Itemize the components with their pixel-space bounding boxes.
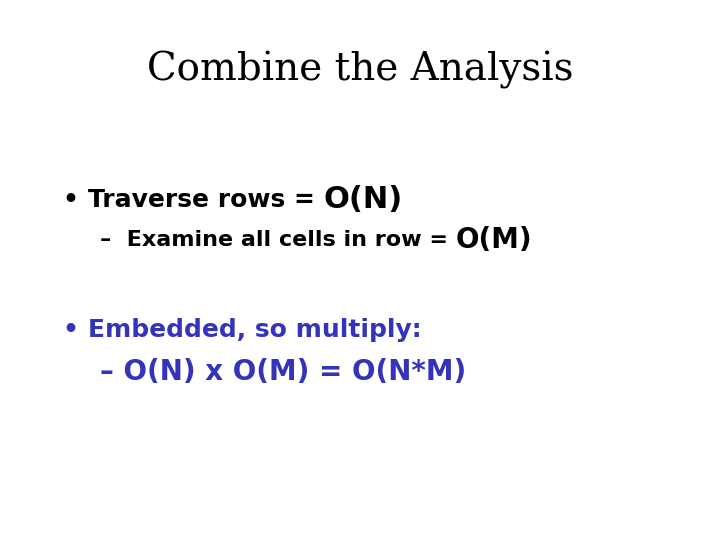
Text: O(M): O(M) [456, 226, 532, 254]
Text: –  Examine all cells in row =: – Examine all cells in row = [100, 230, 456, 250]
Text: •: • [62, 318, 78, 342]
Text: Traverse rows =: Traverse rows = [88, 188, 323, 212]
Text: Embedded, so multiply:: Embedded, so multiply: [88, 318, 422, 342]
Text: O(N): O(N) [323, 186, 403, 214]
Text: – O(N) x O(M) = O(N*M): – O(N) x O(M) = O(N*M) [100, 358, 467, 386]
Text: •: • [62, 188, 78, 212]
Text: Combine the Analysis: Combine the Analysis [147, 51, 573, 89]
